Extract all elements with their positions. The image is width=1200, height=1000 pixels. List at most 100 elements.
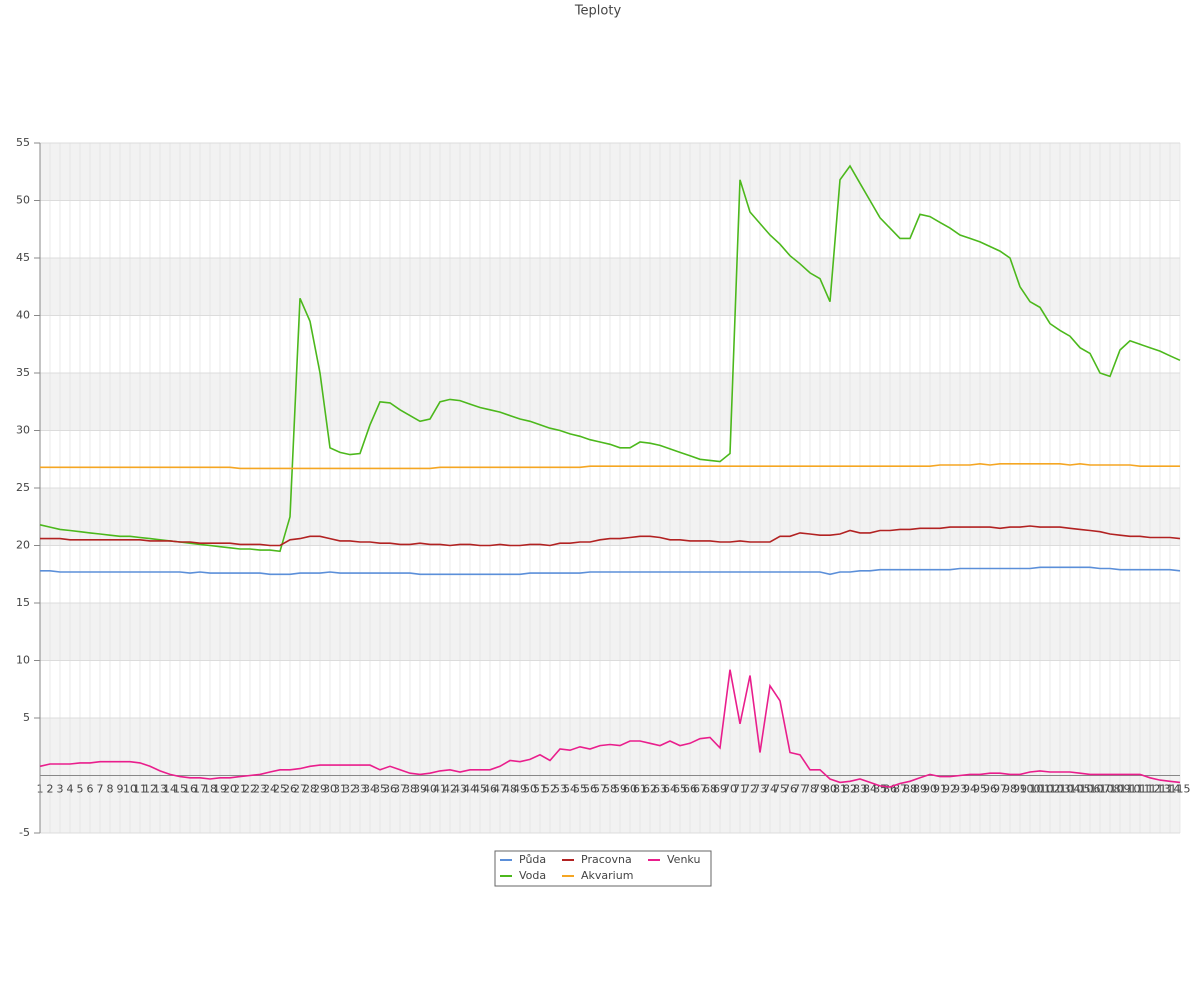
x-tick-label: 2 xyxy=(47,783,54,796)
x-tick-label: 6 xyxy=(87,783,94,796)
x-tick-label: 115 xyxy=(1170,783,1191,796)
x-tick-label: 60 xyxy=(623,783,637,796)
x-tick-label: 20 xyxy=(223,783,237,796)
x-tick-label: 49 xyxy=(513,783,527,796)
x-tick-label: 32 xyxy=(343,783,357,796)
x-tick-label: 74 xyxy=(763,783,777,796)
legend-label: Voda xyxy=(519,869,546,882)
x-tick-label: 88 xyxy=(903,783,917,796)
x-tick-label: 83 xyxy=(853,783,867,796)
x-tick-label: 111 xyxy=(1130,783,1151,796)
x-tick-label: 28 xyxy=(303,783,317,796)
x-tick-label: 99 xyxy=(1013,783,1027,796)
x-tick-label: 25 xyxy=(273,783,287,796)
x-tick-label: 78 xyxy=(803,783,817,796)
x-tick-label: 56 xyxy=(583,783,597,796)
x-tick-label: 26 xyxy=(283,783,297,796)
x-tick-label: 54 xyxy=(563,783,577,796)
x-tick-label: 50 xyxy=(523,783,537,796)
legend-box xyxy=(494,850,712,887)
series-line xyxy=(40,462,1180,470)
y-tick-label: 30 xyxy=(16,424,30,437)
x-tick-label: 55 xyxy=(573,783,587,796)
x-tick-label: 101 xyxy=(1030,783,1051,796)
x-tick-label: 70 xyxy=(723,783,737,796)
x-tick-label: 23 xyxy=(253,783,267,796)
x-tick-label: 63 xyxy=(653,783,667,796)
x-tick-label: 39 xyxy=(413,783,427,796)
x-tick-label: 98 xyxy=(1003,783,1017,796)
x-tick-label: 112 xyxy=(1140,783,1161,796)
x-tick-label: 18 xyxy=(203,783,217,796)
x-tick-label: 89 xyxy=(913,783,927,796)
y-tick-label: 25 xyxy=(16,481,30,494)
x-tick-label: 93 xyxy=(953,783,967,796)
x-tick-label: 3 xyxy=(57,783,64,796)
x-tick-label: 91 xyxy=(933,783,947,796)
x-tick-label: 114 xyxy=(1160,783,1181,796)
x-tick-label: 69 xyxy=(713,783,727,796)
x-tick-label: 96 xyxy=(983,783,997,796)
series-line xyxy=(40,525,1181,547)
x-tick-label: 34 xyxy=(363,783,377,796)
x-tick-label: 62 xyxy=(643,783,657,796)
x-tick-label: 37 xyxy=(393,783,407,796)
x-tick-label: 51 xyxy=(533,783,547,796)
x-tick-label: 46 xyxy=(483,783,497,796)
x-tick-label: 72 xyxy=(743,783,757,796)
x-tick-label: 14 xyxy=(163,783,177,796)
x-tick-label: 104 xyxy=(1060,783,1081,796)
x-tick-label: 105 xyxy=(1070,783,1091,796)
x-tick-label: 81 xyxy=(833,783,847,796)
x-tick-label: 73 xyxy=(753,783,767,796)
series-line xyxy=(39,164,1181,553)
x-tick-label: 76 xyxy=(783,783,797,796)
x-tick-label: 48 xyxy=(503,783,517,796)
y-tick-label: 40 xyxy=(16,309,30,322)
x-tick-label: 41 xyxy=(433,783,447,796)
x-tick-label: 24 xyxy=(263,783,277,796)
x-tick-label: 43 xyxy=(453,783,467,796)
x-tick-label: 79 xyxy=(813,783,827,796)
x-tick-label: 94 xyxy=(963,783,977,796)
x-tick-label: 100 xyxy=(1020,783,1041,796)
x-tick-label: 65 xyxy=(673,783,687,796)
x-tick-label: 13 xyxy=(153,783,167,796)
x-tick-label: 17 xyxy=(193,783,207,796)
x-tick-label: 71 xyxy=(733,783,747,796)
legend-label: Akvarium xyxy=(581,869,633,882)
x-tick-label: 103 xyxy=(1050,783,1071,796)
legend-label: Pracovna xyxy=(581,853,632,866)
x-tick-label: 27 xyxy=(293,783,307,796)
x-tick-label: 57 xyxy=(593,783,607,796)
x-tick-label: 84 xyxy=(863,783,877,796)
y-tick-label: 45 xyxy=(16,251,30,264)
x-tick-label: 80 xyxy=(823,783,837,796)
x-tick-label: 75 xyxy=(773,783,787,796)
x-tick-label: 40 xyxy=(423,783,437,796)
x-tick-label: 67 xyxy=(693,783,707,796)
x-tick-label: 35 xyxy=(373,783,387,796)
x-tick-label: 22 xyxy=(243,783,257,796)
x-tick-label: 21 xyxy=(233,783,247,796)
y-tick-label: 10 xyxy=(16,654,30,667)
x-tick-label: 110 xyxy=(1120,783,1141,796)
x-tick-label: 31 xyxy=(333,783,347,796)
x-tick-label: 44 xyxy=(463,783,477,796)
x-tick-label: 77 xyxy=(793,783,807,796)
y-tick-label: 50 xyxy=(16,194,30,207)
x-tick-label: 33 xyxy=(353,783,367,796)
x-tick-label: 7 xyxy=(97,783,104,796)
x-tick-label: 38 xyxy=(403,783,417,796)
x-tick-label: 66 xyxy=(683,783,697,796)
x-tick-label: 113 xyxy=(1150,783,1171,796)
x-tick-label: 30 xyxy=(323,783,337,796)
x-tick-label: 109 xyxy=(1110,783,1131,796)
x-tick-label: 47 xyxy=(493,783,507,796)
x-tick-label: 95 xyxy=(973,783,987,796)
y-tick-label: 20 xyxy=(16,539,30,552)
x-tick-label: 29 xyxy=(313,783,327,796)
x-tick-label: 45 xyxy=(473,783,487,796)
